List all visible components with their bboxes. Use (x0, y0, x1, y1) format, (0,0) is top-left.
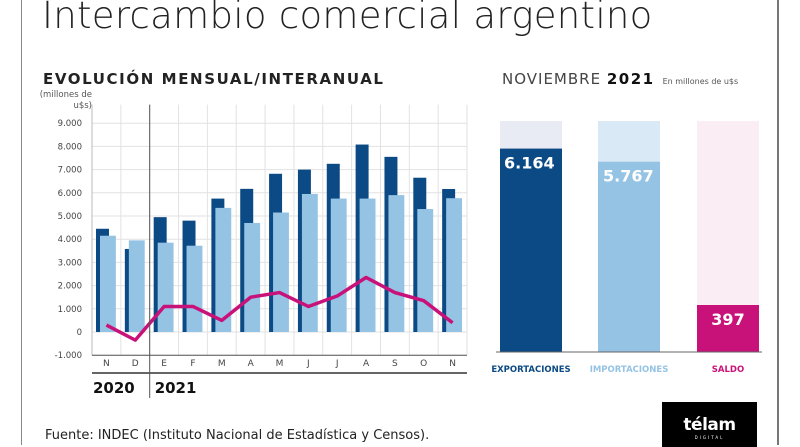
value-label-exportaciones: 6.164 (504, 154, 555, 173)
import-bar (302, 194, 318, 332)
x-tick-label: N (449, 359, 456, 369)
import-bar (158, 243, 174, 332)
value-label-importaciones: 5.767 (603, 167, 654, 186)
import-bar (331, 199, 347, 332)
november-unit: En millones de u$s (663, 77, 739, 86)
label-exportaciones: EXPORTACIONES (486, 365, 576, 375)
year-label-2021: 2021 (155, 379, 197, 397)
y-tick-label: 4.000 (58, 235, 82, 245)
import-bar (360, 199, 376, 332)
y-tick-label: 8.000 (58, 142, 82, 152)
x-tick-label: M (218, 359, 226, 369)
value-label-saldo: 397 (711, 310, 744, 329)
november-chart-title: NOVIEMBRE 2021 En millones de u$s (502, 70, 738, 88)
bar-importaciones (598, 162, 660, 352)
y-tick-label: 5.000 (58, 212, 82, 222)
x-tick-label: A (248, 359, 255, 369)
x-tick-label: J (306, 359, 310, 369)
y-tick-label: 1.000 (58, 305, 82, 315)
x-tick-label: S (392, 359, 398, 369)
x-tick-label: A (363, 359, 370, 369)
import-bar (388, 195, 404, 332)
logo-subtext: DIGITAL (662, 435, 757, 440)
x-tick-label: O (420, 359, 427, 369)
y-tick-label: 3.000 (58, 258, 82, 268)
y-tick-label: 9.000 (58, 119, 82, 129)
x-tick-label: N (103, 359, 110, 369)
x-tick-label: M (276, 359, 284, 369)
import-bar (244, 223, 260, 332)
y-tick-label: -1.000 (55, 351, 82, 361)
x-tick-label: E (161, 359, 167, 369)
year-label-2020: 2020 (93, 379, 135, 397)
x-tick-label: D (132, 359, 139, 369)
y-tick-label: 7.000 (58, 166, 82, 176)
import-bar (100, 236, 116, 332)
import-bar (417, 209, 433, 332)
label-importaciones: IMPORTACIONES (584, 365, 674, 375)
logo-text: télam (662, 415, 757, 435)
x-tick-label: F (190, 359, 195, 369)
source-note: Fuente: INDEC (Instituto Nacional de Est… (45, 428, 429, 443)
import-bar (446, 198, 462, 332)
import-bar (187, 246, 203, 332)
y-tick-label: 2.000 (58, 282, 82, 292)
y-tick-label: 0 (77, 328, 82, 338)
november-title-year: 2021 (607, 70, 655, 88)
label-saldo: SALDO (683, 365, 773, 375)
bar-exportaciones (500, 149, 562, 352)
y-tick-label: 6.000 (58, 189, 82, 199)
import-bar (129, 240, 145, 332)
november-title-month: NOVIEMBRE (502, 70, 601, 88)
telam-logo: télam DIGITAL (662, 402, 757, 447)
import-bar (273, 213, 289, 332)
x-tick-label: J (335, 359, 339, 369)
